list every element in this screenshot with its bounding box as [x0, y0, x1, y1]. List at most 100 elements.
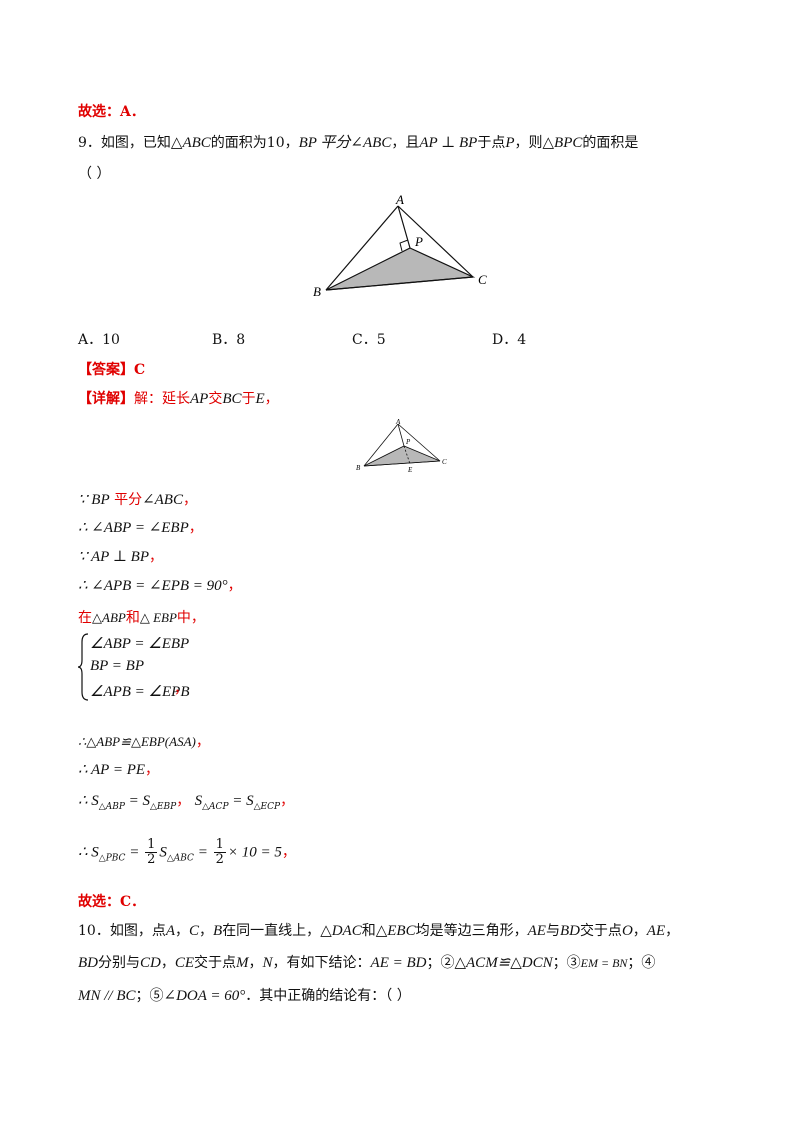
step-7: ∴ AP = PE，: [78, 759, 159, 779]
final-choice: 故选：C．: [78, 894, 146, 910]
q10-text-f: 交于点: [579, 923, 622, 939]
q10-l3-b: ．其中正确的结论有：（ ）: [245, 988, 411, 1004]
step-5-tri1: △ABP: [92, 610, 126, 625]
option-b: B．8: [212, 332, 246, 348]
step-1: ∵ BP 平分∠ABC，: [78, 489, 197, 509]
step-8-c: S: [194, 793, 203, 809]
q10-point-c: C: [189, 923, 200, 939]
q10-ae-2: AE: [646, 923, 666, 939]
step-9-b: S: [159, 844, 167, 861]
step-1-end: ，: [182, 492, 197, 508]
step-5: 在△ABP和△ EBP中，: [78, 607, 205, 627]
q9-tri-bpc: △BPC: [542, 135, 583, 151]
small-label-c: C: [442, 458, 447, 466]
side-bc: [325, 276, 474, 291]
step-8-c-sub: △ACP: [202, 802, 229, 812]
fraction-num-2: 1: [213, 837, 226, 853]
q10-l2-n: N: [262, 955, 273, 971]
step-8: ∴ S△ABP = S△EBP， S△ACP = S△ECP，: [78, 790, 294, 812]
step-6-end: ，: [195, 734, 210, 750]
step-8-end: ，: [280, 793, 295, 809]
prev-choice: 故选：A．: [78, 104, 145, 120]
step-7-math: ∴ AP = PE: [78, 762, 146, 778]
detail-ap: AP: [190, 391, 209, 407]
step-7-end: ，: [145, 762, 160, 778]
q10-sep-1: ，: [175, 923, 189, 939]
option-a: A．10: [78, 332, 120, 348]
step-9-end: ，: [281, 844, 296, 861]
detail-text-4: ，: [264, 391, 279, 407]
step-8-b-sub: △EBP: [150, 802, 177, 812]
q10-l2-b: ，: [160, 955, 175, 971]
q10-l2-h: ；④: [627, 955, 656, 971]
brace-row-3: ∠APB = ∠EPB: [90, 684, 190, 700]
right-angle-mark: [399, 239, 409, 252]
step-4-end: ，: [227, 578, 242, 594]
step-8-a-sub: △ABP: [98, 802, 125, 812]
brace-row-1: ∠ABP = ∠EBP: [90, 636, 190, 652]
q10-l2-f: ；②: [426, 955, 455, 971]
q10-text-c: 和: [361, 923, 376, 939]
step-3-end: ，: [149, 549, 164, 565]
step-5-red3: 中，: [176, 610, 205, 626]
answer-value: C: [134, 362, 146, 378]
q9-figure: A B C P: [313, 192, 487, 299]
step-6-math: ∴△ABP≌△EBP(ASA): [78, 734, 196, 749]
q9-stem-mid1: 的面积为10，: [210, 135, 299, 151]
step-5-red2: 和: [125, 610, 140, 626]
label-c: C: [478, 272, 487, 287]
step-2-math: ∴ ∠ABP = ∠EBP: [78, 520, 189, 536]
small-side-bc: [363, 460, 441, 467]
brace-end: ，: [174, 681, 188, 697]
step-8-sep: ，: [176, 793, 191, 809]
step-9: ∴ S△PBC = 1 2 S△ABC = 1 2 × 10 = 5，: [78, 838, 296, 867]
q10-l2-a: 分别与: [98, 955, 140, 971]
step-8-d-sub: △ECP: [253, 802, 281, 812]
step-1-red: 平分: [109, 492, 143, 508]
step-8-a: ∴ S: [78, 793, 99, 809]
detail-e: E: [255, 391, 265, 407]
step-4: ∴ ∠APB = ∠EPB = 90°，: [78, 575, 242, 595]
q9-stem-mid2: ，且: [391, 135, 420, 151]
detail-figure: A B C P E: [356, 418, 447, 474]
q10-tri-ebc: △EBC: [375, 923, 416, 939]
q9-stem-mid3: 于点: [477, 135, 506, 151]
q10-text-g: ，: [632, 923, 647, 939]
step-3: ∵ AP ⊥ BP，: [78, 546, 163, 566]
q10-l2-e: ，有如下结论：: [272, 955, 371, 971]
q10-line-3: MN // BC；⑤∠DOA = 60°．其中正确的结论有：（ ）: [78, 985, 411, 1005]
label-b: B: [313, 284, 321, 299]
q10-text-a: 10．如图，点: [78, 923, 166, 939]
step-1-math2: ∠ABC: [142, 492, 183, 508]
small-segment-ap: [397, 423, 405, 447]
step-9-eq2: =: [193, 844, 212, 861]
q10-l2-ce: CE: [174, 955, 195, 971]
step-9-tail: × 10 = 5: [227, 844, 282, 861]
step-9-b-sub: △ABC: [166, 853, 194, 864]
q10-text-d: 均是等边三角形，: [415, 923, 528, 939]
step-4-math: ∴ ∠APB = ∠EPB = 90°: [78, 578, 228, 594]
answer-line: 【答案】C: [78, 359, 145, 379]
q10-l2-d: ，: [248, 955, 263, 971]
small-extension-pe: [403, 445, 411, 465]
q10-l3-a: ；⑤: [135, 988, 164, 1004]
q10-conclusion-2: △ACM≌△DCN: [454, 955, 553, 971]
q10-l2-bd: BD: [78, 955, 98, 971]
step-9-a: ∴ S: [78, 844, 99, 861]
q10-conclusion-4: MN // BC: [78, 988, 136, 1004]
step-2-end: ，: [188, 520, 203, 536]
detail-text-2: 交: [208, 391, 223, 407]
label-p: P: [414, 234, 423, 249]
small-label-b: B: [356, 464, 361, 472]
q9-blank: （ ）: [78, 166, 111, 182]
q9-point-p: P: [505, 135, 515, 151]
side-ac: [397, 205, 474, 278]
fraction-den: 2: [147, 852, 156, 867]
small-shaded-triangle: [363, 445, 441, 467]
q10-l2-cd: CD: [140, 955, 161, 971]
step-9-a-sub: △PBC: [98, 853, 126, 864]
detail-bc: BC: [222, 391, 242, 407]
q10-conclusion-5: ∠DOA = 60°: [163, 988, 246, 1004]
brace-system: ∠ABP = ∠EBP BP = BP ∠APB = ∠EPB ，: [78, 632, 198, 702]
